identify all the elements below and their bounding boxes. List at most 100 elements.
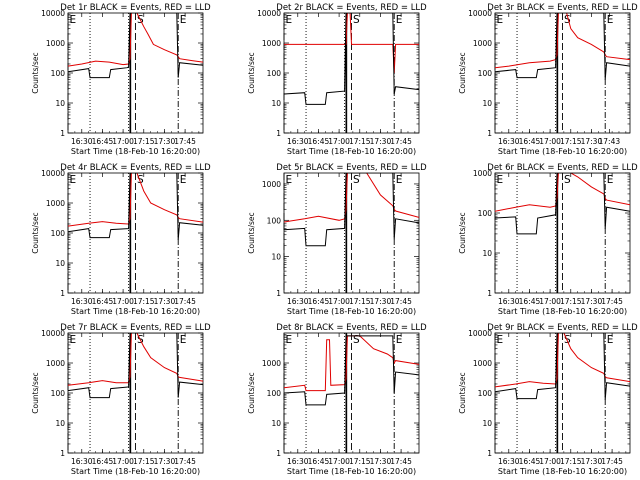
x-tick-label: 17:00: [328, 297, 350, 306]
marker-label: E: [497, 174, 504, 186]
marker-label: E: [70, 14, 77, 26]
x-tick-label: 17:00: [112, 297, 134, 306]
x-tick-label: 17:45: [174, 457, 196, 466]
marker-label: E: [70, 174, 77, 186]
x-tick-label: 17:45: [601, 297, 623, 306]
marker-label: E: [286, 14, 293, 26]
x-axis-title: Start Time (18-Feb-10 16:20:00): [287, 307, 416, 316]
y-tick-label: 10: [55, 419, 65, 428]
marker-label: S: [353, 334, 360, 346]
x-tick-label: 16:45: [308, 297, 330, 306]
x-axis-title: Start Time (18-Feb-10 16:20:00): [287, 147, 416, 156]
marker-label: E: [497, 14, 504, 26]
x-tick-label: 17:30: [154, 457, 176, 466]
y-axis-title: Counts/sec: [458, 52, 467, 93]
panel-title: Det 3r BLACK = Events, RED = LLD: [487, 3, 638, 13]
panel-5: Det 5r BLACK = Events, RED = LLD 1 10 100 10…: [247, 163, 427, 316]
x-tick-label: 17:30: [370, 137, 392, 146]
y-tick-label: 10: [271, 253, 281, 262]
y-tick-label: 1000: [46, 359, 65, 368]
marker-label: S: [353, 14, 360, 26]
y-tick-label: 10: [482, 249, 492, 258]
events-series-line: [284, 173, 419, 247]
y-tick-label: 100: [267, 389, 282, 398]
x-tick-label: 16:30: [71, 137, 93, 146]
x-tick-label: 17:15: [133, 137, 155, 146]
y-tick-label: 1000: [262, 39, 281, 48]
lld-series-line: [68, 13, 203, 67]
marker-label: E: [396, 334, 403, 346]
events-series-line: [284, 335, 419, 406]
y-tick-label: 10: [482, 419, 492, 428]
marker-label: E: [396, 174, 403, 186]
x-tick-label: 17:15: [133, 297, 155, 306]
y-tick-label: 10: [482, 99, 492, 108]
panel-4: Det 4r BLACK = Events, RED = LLD 1 10 100 10…: [31, 163, 211, 316]
y-tick-label: 1: [487, 449, 492, 458]
y-tick-label: 10000: [468, 9, 492, 18]
marker-label: S: [564, 174, 571, 186]
y-tick-label: 10000: [257, 9, 281, 18]
x-tick-label: 17:30: [581, 457, 603, 466]
lld-series-line: [284, 173, 419, 223]
x-axis-title: Start Time (18-Feb-10 16:20:00): [71, 147, 200, 156]
x-axis-title: Start Time (18-Feb-10 16:20:00): [71, 467, 200, 476]
panel-2: Det 2r BLACK = Events, RED = LLD 1 10 100 10…: [247, 3, 427, 156]
x-tick-label: 16:45: [92, 297, 114, 306]
y-tick-label: 1: [487, 289, 492, 298]
x-tick-label: 16:45: [308, 457, 330, 466]
y-tick-label: 10: [271, 99, 281, 108]
x-tick-label: 17:00: [328, 137, 350, 146]
x-tick-label: 16:30: [498, 137, 520, 146]
y-tick-label: 1000: [46, 199, 65, 208]
y-tick-label: 1000: [473, 359, 492, 368]
events-series-line: [68, 173, 203, 240]
marker-label: S: [564, 14, 571, 26]
x-tick-label: 16:45: [92, 457, 114, 466]
marker-label: E: [180, 174, 187, 186]
y-axis-title: Counts/sec: [247, 52, 256, 93]
x-tick-label: 16:30: [71, 297, 93, 306]
y-tick-label: 10: [271, 419, 281, 428]
panel-7: Det 7r BLACK = Events, RED = LLD 1 10 100 10…: [31, 323, 211, 476]
y-tick-label: 1: [276, 449, 281, 458]
x-tick-label: 17:15: [560, 297, 582, 306]
x-tick-label: 17:45: [174, 137, 196, 146]
x-tick-label: 17:45: [390, 137, 412, 146]
panel-1: Det 1r BLACK = Events, RED = LLD 1 10 100 10…: [31, 3, 211, 156]
events-series-line: [495, 333, 630, 400]
marker-label: E: [607, 14, 614, 26]
x-tick-label: 17:15: [349, 137, 371, 146]
y-tick-label: 1000: [262, 359, 281, 368]
events-series-line: [68, 333, 203, 399]
x-axis-title: Start Time (18-Feb-10 16:20:00): [498, 147, 627, 156]
marker-label: S: [137, 174, 144, 186]
panel-title: Det 2r BLACK = Events, RED = LLD: [276, 3, 427, 13]
marker-label: E: [286, 334, 293, 346]
panel-title: Det 1r BLACK = Events, RED = LLD: [60, 3, 211, 13]
x-tick-label: 16:45: [519, 137, 541, 146]
y-tick-label: 1000: [473, 39, 492, 48]
marker-label: E: [396, 14, 403, 26]
lld-series-line: [284, 13, 419, 74]
x-tick-label: 17:00: [112, 457, 134, 466]
x-tick-label: 17:00: [328, 457, 350, 466]
y-tick-label: 100: [267, 69, 282, 78]
y-axis-title: Counts/sec: [458, 212, 467, 253]
x-tick-label: 17:15: [349, 297, 371, 306]
x-tick-label: 17:15: [560, 137, 582, 146]
panel-9: Det 9r BLACK = Events, RED = LLD 1 10 100 10…: [458, 323, 638, 476]
y-tick-label: 1: [60, 289, 65, 298]
x-tick-label: 16:30: [71, 457, 93, 466]
lld-series-line: [495, 173, 630, 212]
x-tick-label: 17:15: [133, 457, 155, 466]
x-tick-label: 17:45: [174, 297, 196, 306]
y-tick-label: 1: [276, 129, 281, 138]
x-tick-label: 17:30: [154, 137, 176, 146]
panel-6: Det 6r BLACK = Events, RED = LLD 1 10 100 10…: [458, 163, 638, 316]
x-tick-label: 17:30: [581, 137, 603, 146]
y-tick-label: 100: [478, 69, 493, 78]
marker-label: E: [497, 334, 504, 346]
y-tick-label: 10000: [41, 329, 65, 338]
